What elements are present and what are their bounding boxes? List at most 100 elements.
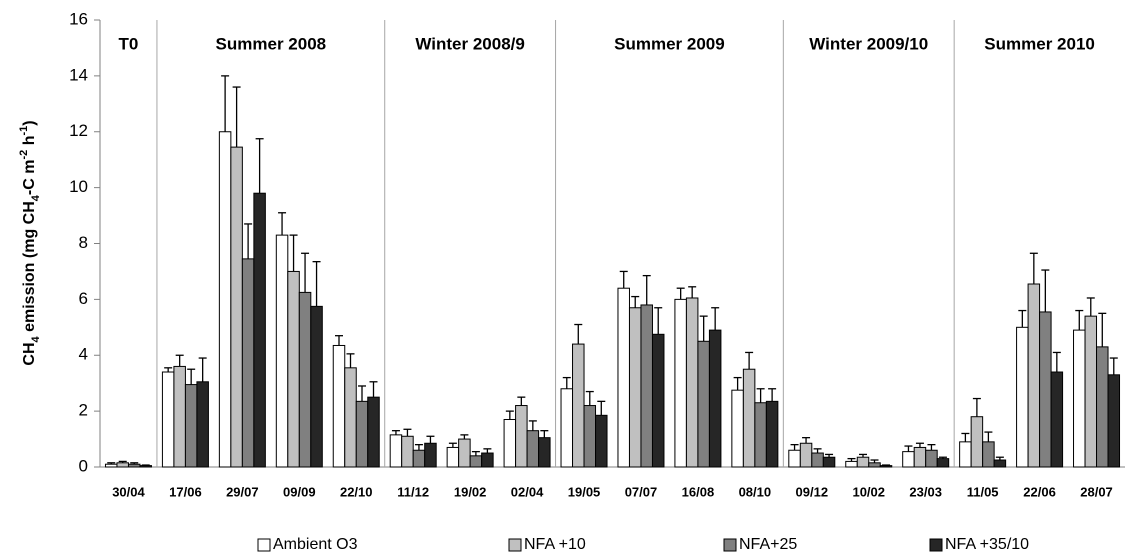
y-label-part: -2 — [18, 150, 30, 160]
x-tick-label: 08/10 — [739, 484, 772, 499]
y-label-part: -C m — [21, 160, 38, 196]
error-bar — [984, 431, 993, 442]
bar — [754, 402, 767, 468]
bar — [1073, 329, 1086, 468]
error-bar — [175, 354, 184, 367]
error-bar — [346, 353, 355, 368]
x-tick-label: 23/03 — [909, 484, 942, 499]
bar — [811, 452, 824, 468]
error-bar — [1098, 312, 1107, 347]
error-bar — [107, 462, 116, 465]
bar — [731, 389, 744, 468]
error-bar — [585, 390, 594, 406]
legend-swatch — [929, 538, 943, 552]
bar — [344, 367, 357, 468]
bar — [993, 459, 1007, 468]
period-label: T0 — [119, 34, 139, 53]
period-label: Winter 2008/9 — [415, 34, 524, 53]
error-bar — [369, 381, 378, 398]
bar — [936, 458, 950, 468]
error-bar — [517, 396, 526, 406]
y-label-part: emission (mg CH — [21, 201, 38, 336]
legend-swatch — [257, 538, 271, 552]
bar — [765, 400, 779, 468]
error-bar — [699, 315, 708, 342]
bar — [526, 430, 540, 468]
bar — [560, 388, 574, 468]
period-label: Summer 2008 — [216, 34, 327, 53]
period-label: Winter 2009/10 — [809, 34, 928, 53]
legend-label: NFA+25 — [739, 536, 797, 553]
x-tick-label: 11/12 — [397, 484, 429, 499]
error-bar — [597, 400, 606, 416]
x-tick-label: 19/02 — [454, 484, 487, 499]
error-bar — [460, 434, 469, 440]
bar — [275, 234, 289, 468]
bar — [538, 437, 551, 468]
bar — [218, 131, 232, 468]
error-bar — [403, 428, 412, 437]
error-bar — [312, 261, 321, 307]
y-label-part: CH — [21, 342, 38, 365]
error-bar — [141, 464, 150, 466]
x-tick-label: 22/10 — [340, 484, 373, 499]
bar — [595, 414, 608, 468]
bar — [868, 462, 881, 468]
error-bar — [1018, 309, 1027, 328]
error-bar — [904, 445, 913, 452]
bar — [1050, 371, 1064, 468]
error-bar — [961, 432, 970, 442]
bar — [230, 146, 243, 468]
bar — [651, 333, 665, 468]
legend-swatch — [723, 538, 737, 552]
bar — [139, 465, 152, 468]
error-bar — [414, 443, 423, 451]
error-bar — [631, 295, 640, 308]
bar — [959, 441, 972, 468]
error-bar — [870, 459, 879, 463]
y-tick-label: 12 — [69, 121, 88, 140]
error-bar — [278, 212, 287, 236]
error-bar — [1052, 351, 1061, 373]
error-bar — [232, 86, 241, 148]
y-axis-label: CH4 emission (mg CH4-C m-2 h-1) — [18, 120, 42, 365]
bar — [708, 329, 722, 468]
bar — [310, 305, 323, 468]
error-bar — [859, 453, 867, 458]
bar — [332, 344, 346, 468]
y-tick-label: 6 — [79, 289, 88, 308]
x-tick-label: 28/07 — [1080, 484, 1113, 499]
error-bar — [688, 286, 697, 298]
period-label: Summer 2010 — [984, 34, 1095, 53]
bar — [253, 192, 266, 468]
bar — [982, 441, 995, 468]
x-tick-label: 02/04 — [511, 484, 544, 499]
bar — [572, 343, 585, 468]
error-bar — [882, 464, 890, 466]
bar — [161, 371, 175, 468]
error-bar — [540, 430, 549, 438]
x-tick-label: 10/02 — [852, 484, 885, 499]
error-bar — [289, 234, 298, 272]
bar — [1096, 346, 1109, 468]
bar — [458, 438, 471, 468]
bar — [628, 307, 642, 468]
error-bar — [1041, 269, 1050, 312]
x-tick-label: 09/09 — [283, 484, 316, 499]
bar — [1027, 283, 1041, 468]
x-tick-label: 30/04 — [112, 484, 145, 499]
bar — [367, 396, 380, 468]
bar — [127, 463, 141, 468]
error-bar — [768, 388, 777, 402]
period-label: Summer 2009 — [614, 34, 725, 53]
y-label-part: h — [21, 136, 38, 150]
x-tick-label: 09/12 — [796, 484, 829, 499]
legend-label: Ambient O3 — [273, 536, 358, 553]
y-tick-label: 0 — [79, 456, 88, 475]
error-bar — [619, 270, 628, 289]
bar — [424, 442, 437, 468]
bar — [856, 456, 870, 468]
bar — [355, 400, 369, 468]
x-tick-label: 17/06 — [169, 484, 202, 499]
x-tick-label: 07/07 — [625, 484, 658, 499]
